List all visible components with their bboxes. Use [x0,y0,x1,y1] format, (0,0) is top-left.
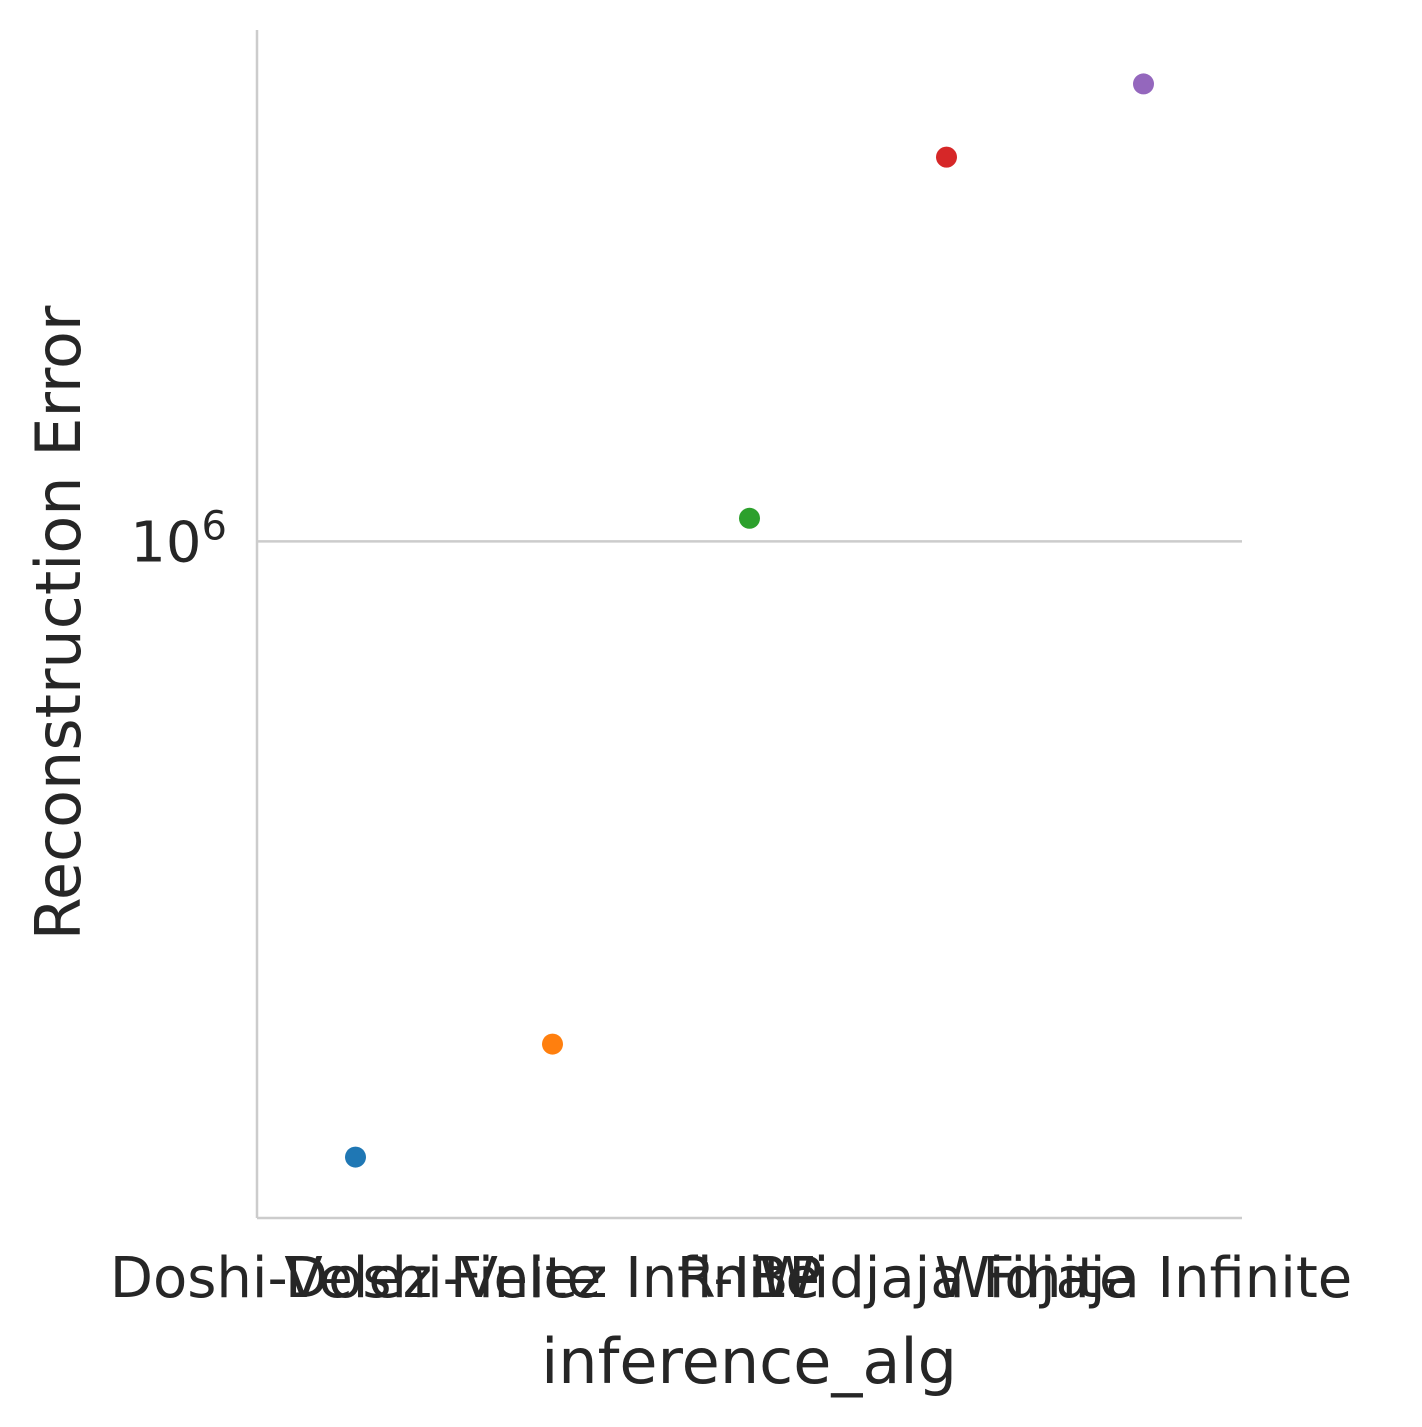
y-tick-labels: 106 [130,503,227,575]
x-tick-label: R-IBP [677,1246,823,1311]
x-tick-label: Widjaja Finite [760,1246,1134,1311]
x-tick-label: Doshi-Velez Finite [110,1246,601,1311]
x-tick-label: Doshi-Velez Infinite [285,1246,820,1311]
x-tick-label: Widjaja Infinite [935,1246,1353,1311]
data-point [345,1146,366,1168]
data-point [936,146,957,168]
data-points [345,73,1154,1168]
y-axis-label: Reconstruction Error [22,305,95,940]
x-axis-label: inference_alg [541,1325,957,1398]
data-point [739,507,760,529]
data-point [542,1033,563,1055]
y-tick-label: 106 [130,503,227,575]
data-point [1133,73,1154,95]
